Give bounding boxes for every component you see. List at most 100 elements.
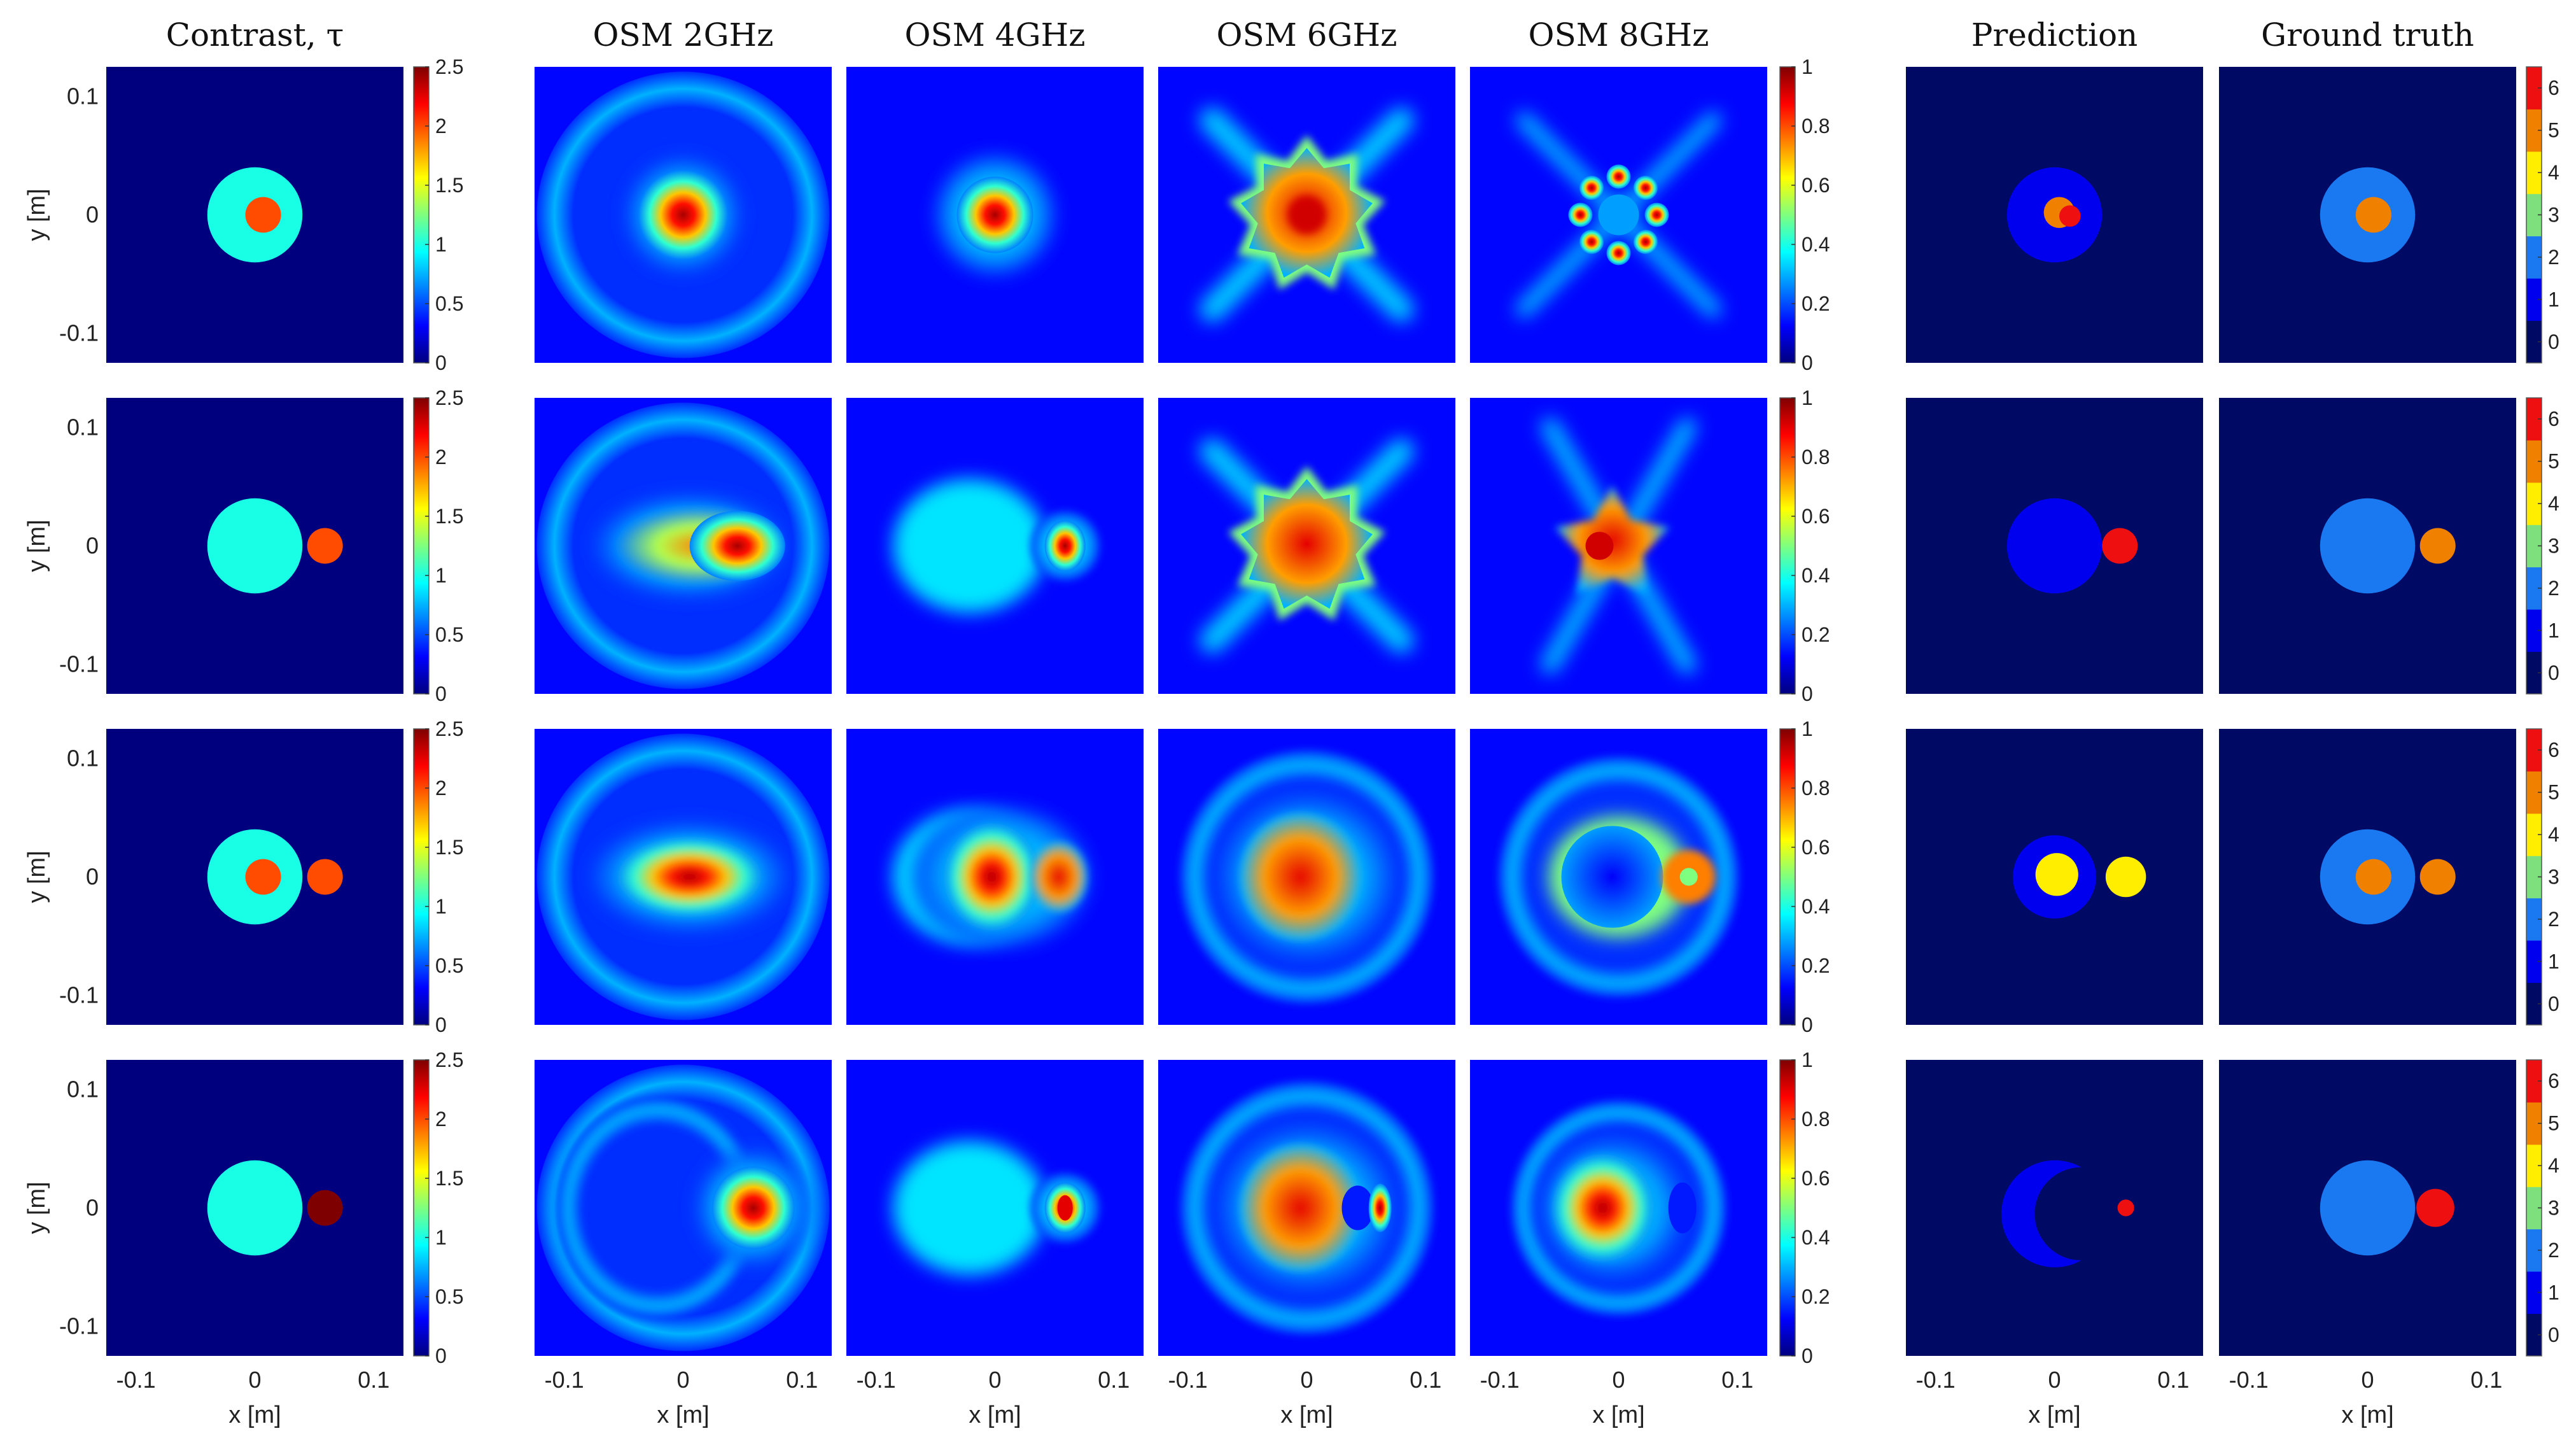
colorbar-tick-label: 0.5 [435, 954, 463, 977]
x-tick-label: -0.1 [545, 1367, 584, 1393]
colorbar-r1-2: 6 5 4 3 2 1 0 [2526, 397, 2559, 694]
colorbar-tick-label: 1 [1802, 55, 1813, 78]
panel-r2-c0 [106, 729, 403, 1025]
colorbar-tick-label: 1 [2548, 950, 2559, 973]
scene-object-1 [2355, 197, 2391, 233]
y-tick-label: 0.1 [67, 83, 99, 109]
field-core [1057, 1195, 1073, 1221]
colorbar-gradient [414, 398, 429, 694]
colorbar-frame [1779, 66, 1796, 363]
x-tick-label: 0 [988, 1367, 1001, 1393]
colorbar-tick-label: 0 [2548, 992, 2559, 1015]
y-tick-labels: 0.1 0 -0.1 0.1 0 -0.1 0.1 0 -0.1 0.1 0 -0.1 [59, 83, 99, 1339]
colorbar-tick-label: 2 [435, 446, 447, 469]
colorbar-r2-0: 2.5 2 1.5 1 0.5 0 [413, 717, 463, 1036]
column-title-4: OSM 8GHz [1528, 17, 1709, 53]
column-title-0: Contrast, τ [166, 17, 344, 53]
x-tick-label: 0.1 [786, 1367, 818, 1393]
field-body [893, 479, 1046, 613]
colorbar-tick-label: 3 [2548, 866, 2559, 889]
scene-object-0 [2320, 1160, 2416, 1256]
y-axis-labels: y [m] y [m] y [m] y [m] [24, 188, 50, 1234]
field-peak [689, 511, 785, 581]
panel-r0-c4 [1470, 67, 1767, 363]
colorbar-tick-label: 5 [2548, 1112, 2559, 1135]
colorbar-gradient [1780, 398, 1795, 694]
column-title-5: Prediction [1971, 17, 2138, 53]
colorbar-tick-label: 1 [435, 1226, 447, 1249]
colorbar-tick-label: 1.5 [435, 505, 463, 528]
panel-background [1906, 1060, 2203, 1356]
colorbar-tick-label: 2 [2548, 577, 2559, 600]
colorbar-tick-label: 1 [2548, 288, 2559, 311]
field-peak [616, 837, 763, 917]
colorbar-tick-label: 1 [1802, 717, 1813, 740]
panel-r1-c1 [535, 398, 832, 694]
colorbar-tick-label: 2.5 [435, 1048, 463, 1071]
x-tick-label: 0 [2048, 1367, 2061, 1393]
panel-r2-c2 [846, 729, 1144, 1025]
y-tick-label: 0 [86, 533, 99, 559]
field-lobe [1030, 842, 1088, 912]
colorbar-gradient [1780, 67, 1795, 363]
panel-r2-c5 [1906, 729, 2203, 1025]
scene-object-1 [2102, 528, 2138, 564]
scene-object-1 [245, 197, 281, 233]
colorbar-tick-label: 6 [2548, 1069, 2559, 1092]
panel-r1-c2 [846, 398, 1144, 694]
column-title-1: OSM 2GHz [592, 17, 773, 53]
colorbar-tick-label: 2 [435, 1108, 447, 1131]
panel-r3-c4 [1470, 1060, 1767, 1356]
field-peak [1633, 229, 1658, 254]
y-tick-label: 0 [86, 864, 99, 890]
colorbar-r1-0: 2.5 2 1.5 1 0.5 0 [413, 386, 463, 705]
panel-r3-c1 [535, 1060, 832, 1356]
panel-r1-c6 [2219, 398, 2516, 694]
colorbar-tick-label: 0 [1802, 1013, 1813, 1036]
field-hole [1561, 826, 1663, 928]
panel-r1-c3 [1158, 398, 1455, 694]
panel-r2-c4 [1470, 729, 1767, 1025]
colorbar-tick-label: 2 [435, 115, 447, 137]
panel-r1-c4 [1470, 398, 1767, 694]
colorbar-gradient [414, 729, 429, 1025]
colorbar-tick-label: 3 [2548, 1197, 2559, 1220]
x-tick-label: 0 [2361, 1367, 2374, 1393]
colorbar-frame [413, 66, 430, 363]
scene-object-1 [307, 528, 343, 564]
scene-object-1 [2355, 859, 2391, 895]
panel-r0-c3 [1158, 67, 1455, 363]
colorbar-tick-label: 3 [2548, 535, 2559, 558]
field-hole [1598, 194, 1639, 236]
colorbar-tick-label: 0.4 [1802, 233, 1830, 256]
colorbar-tick-label: 0.5 [435, 1285, 463, 1308]
x-axis-label: x [m] [1280, 1402, 1333, 1428]
colorbar-tick-label: 0.5 [435, 292, 463, 315]
field-spoke [1610, 206, 1721, 318]
x-axis-label: x [m] [657, 1402, 709, 1428]
scene-object-0 [2001, 1160, 2082, 1267]
colorbar-tick-label: 0 [2548, 661, 2559, 684]
x-tick-label: 0 [1612, 1367, 1625, 1393]
colorbar-tick-label: 6 [2548, 738, 2559, 761]
colorbar-tick-label: 1 [435, 564, 447, 587]
scene-object-2 [2105, 856, 2146, 898]
field-peak [1568, 202, 1593, 227]
field-spoke [1516, 112, 1627, 223]
x-tick-label: -0.1 [1916, 1367, 1956, 1393]
field-core [1585, 532, 1614, 560]
x-tick-label: 0 [676, 1367, 689, 1393]
colorbar-tick-label: 1.5 [435, 836, 463, 859]
field-peak [1579, 176, 1604, 201]
colorbar-tick-label: 2 [2548, 908, 2559, 931]
panel-r1-c5 [1906, 398, 2203, 694]
colorbar-tick-label: 2 [435, 777, 447, 800]
colorbar-tick-label: 1 [1802, 386, 1813, 409]
colorbar-tick-label: 4 [2548, 161, 2559, 184]
y-tick-label: 0.1 [67, 745, 99, 772]
x-tick-label: -0.1 [1168, 1367, 1208, 1393]
colorbar-gradient [414, 67, 429, 363]
colorbar-tick-label: 4 [2548, 1154, 2559, 1177]
x-tick-label: -0.1 [1480, 1367, 1520, 1393]
panel-r1-c0 [106, 398, 403, 694]
